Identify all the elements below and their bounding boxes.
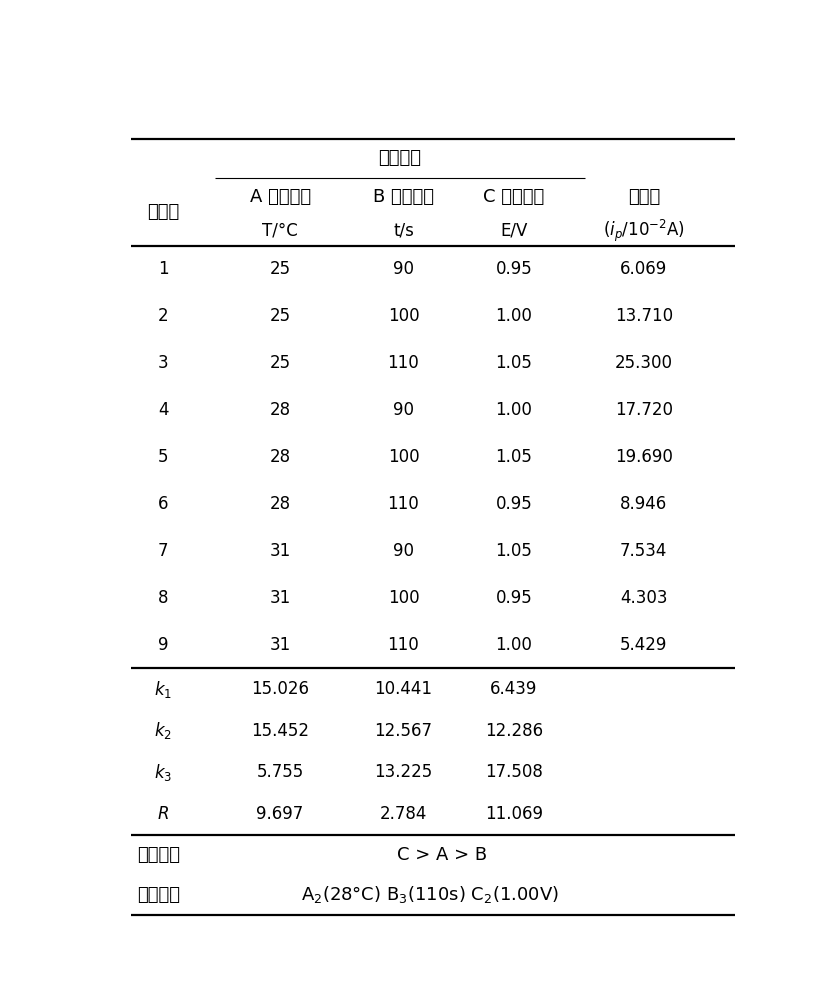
Text: $k_1$: $k_1$ <box>154 679 172 700</box>
Text: 1.00: 1.00 <box>495 636 532 654</box>
Text: C 沉积电压: C 沉积电压 <box>484 188 545 206</box>
Text: 28: 28 <box>270 448 291 466</box>
Text: 1: 1 <box>158 260 168 278</box>
Text: $(i_p/10^{-2}$A$)$: $(i_p/10^{-2}$A$)$ <box>603 218 685 244</box>
Text: 90: 90 <box>393 542 414 560</box>
Text: 12.286: 12.286 <box>485 722 543 740</box>
Text: 最优组合: 最优组合 <box>137 886 180 904</box>
Text: 15.452: 15.452 <box>251 722 309 740</box>
Text: 2: 2 <box>158 307 168 325</box>
Text: 15.026: 15.026 <box>251 680 309 698</box>
Text: $R$: $R$ <box>158 805 169 823</box>
Text: 25.300: 25.300 <box>615 354 673 372</box>
Text: 9.697: 9.697 <box>256 805 303 823</box>
Text: $\mathregular{A_2}$(28°C) $\mathregular{B_3}$(110s) $\mathregular{C_2}$(1.00V): $\mathregular{A_2}$(28°C) $\mathregular{… <box>301 884 558 905</box>
Text: 31: 31 <box>270 589 291 607</box>
Text: 2.784: 2.784 <box>380 805 427 823</box>
Text: 19.690: 19.690 <box>615 448 673 466</box>
Text: 28: 28 <box>270 401 291 419</box>
Text: 13.225: 13.225 <box>375 763 432 781</box>
Text: 100: 100 <box>388 448 419 466</box>
Text: C > A > B: C > A > B <box>397 846 488 864</box>
Text: 3: 3 <box>158 354 168 372</box>
Text: 1.00: 1.00 <box>495 307 532 325</box>
Text: 0.95: 0.95 <box>495 260 532 278</box>
Text: 28: 28 <box>270 495 291 513</box>
Text: 17.720: 17.720 <box>615 401 673 419</box>
Text: A 沉积温度: A 沉积温度 <box>250 188 311 206</box>
Text: 25: 25 <box>270 307 291 325</box>
Text: 11.069: 11.069 <box>485 805 543 823</box>
Text: 31: 31 <box>270 636 291 654</box>
Text: 90: 90 <box>393 260 414 278</box>
Text: 6.439: 6.439 <box>490 680 538 698</box>
Text: $k_3$: $k_3$ <box>154 762 173 783</box>
Text: E/V: E/V <box>500 222 528 240</box>
Text: 0.95: 0.95 <box>495 495 532 513</box>
Text: 25: 25 <box>270 354 291 372</box>
Text: 试验号: 试验号 <box>147 203 179 221</box>
Text: 1.05: 1.05 <box>495 354 532 372</box>
Text: 110: 110 <box>388 495 419 513</box>
Text: T/°C: T/°C <box>262 222 298 240</box>
Text: 优化参数: 优化参数 <box>378 149 421 167</box>
Text: 峰电流: 峰电流 <box>628 188 660 206</box>
Text: 8: 8 <box>158 589 168 607</box>
Text: 5.429: 5.429 <box>620 636 668 654</box>
Text: 8.946: 8.946 <box>620 495 667 513</box>
Text: 1.05: 1.05 <box>495 448 532 466</box>
Text: 1.05: 1.05 <box>495 542 532 560</box>
Text: 90: 90 <box>393 401 414 419</box>
Text: 12.567: 12.567 <box>375 722 432 740</box>
Text: 17.508: 17.508 <box>485 763 543 781</box>
Text: B 沉积时间: B 沉积时间 <box>373 188 434 206</box>
Text: 110: 110 <box>388 636 419 654</box>
Text: 1.00: 1.00 <box>495 401 532 419</box>
Text: 4: 4 <box>158 401 168 419</box>
Text: 9: 9 <box>158 636 168 654</box>
Text: 10.441: 10.441 <box>375 680 432 698</box>
Text: 13.710: 13.710 <box>615 307 673 325</box>
Text: 5.755: 5.755 <box>256 763 303 781</box>
Text: 100: 100 <box>388 307 419 325</box>
Text: 7.534: 7.534 <box>620 542 668 560</box>
Text: 5: 5 <box>158 448 168 466</box>
Text: 6: 6 <box>158 495 168 513</box>
Text: 110: 110 <box>388 354 419 372</box>
Text: t/s: t/s <box>393 222 414 240</box>
Text: 因素主次: 因素主次 <box>137 846 180 864</box>
Text: 31: 31 <box>270 542 291 560</box>
Text: 25: 25 <box>270 260 291 278</box>
Text: 4.303: 4.303 <box>620 589 668 607</box>
Text: 100: 100 <box>388 589 419 607</box>
Text: 6.069: 6.069 <box>620 260 667 278</box>
Text: 0.95: 0.95 <box>495 589 532 607</box>
Text: $k_2$: $k_2$ <box>154 720 172 741</box>
Text: 7: 7 <box>158 542 168 560</box>
